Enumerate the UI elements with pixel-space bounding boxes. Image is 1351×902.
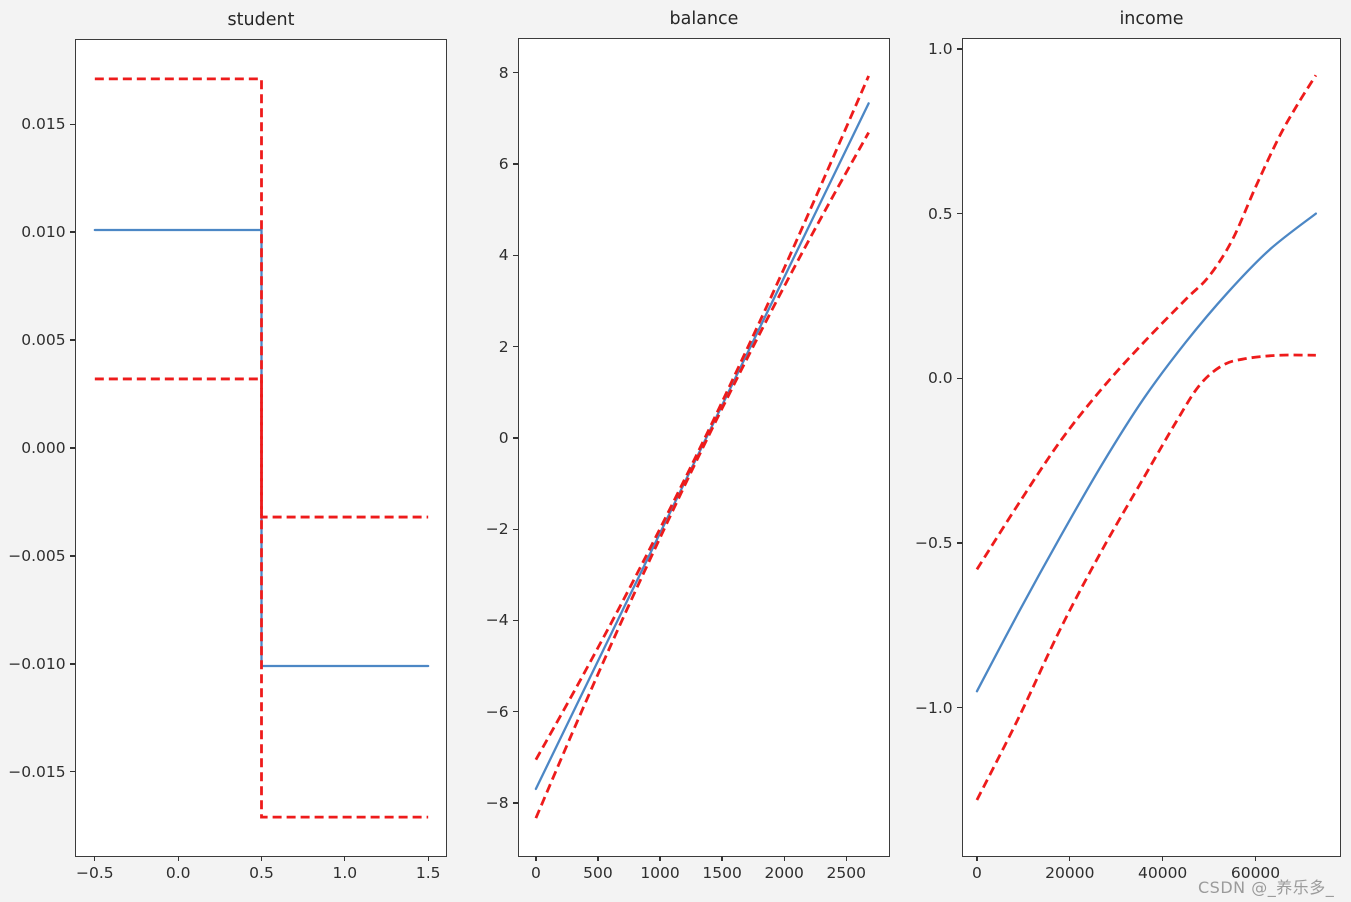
series-line-confidence-lower (534, 131, 870, 819)
y-tick-label: 0.010 (21, 223, 66, 242)
plot-canvas-student (93, 77, 430, 819)
y-tick-label: −6 (485, 702, 509, 721)
y-tick-label: −0.010 (8, 654, 66, 673)
y-tick-mark (512, 619, 518, 622)
y-tick-label: −0.015 (8, 762, 66, 781)
y-tick-mark (956, 707, 962, 709)
y-tick-mark (512, 528, 518, 530)
series-line-confidence-upper (975, 74, 1318, 571)
y-tick-label: 2 (498, 337, 509, 356)
y-tick-label: 8 (498, 63, 509, 82)
x-tick-label: 40000 (1137, 864, 1188, 882)
x-tick-mark (427, 856, 429, 861)
y-tick-label: 0.005 (21, 331, 66, 350)
plot-title-balance: balance (669, 9, 739, 29)
x-tick-mark (659, 856, 661, 861)
x-tick-mark (260, 856, 263, 861)
x-tick-label: 20000 (1045, 864, 1095, 882)
series-line-confidence-upper (94, 77, 429, 519)
plot-title-income: income (1119, 9, 1184, 29)
axes-balance: balance 0 500 1000 1500 2000 2500 8 6 4 2 0 −2 −4 −6 −… (486, 9, 890, 882)
y-tick-mark (69, 663, 75, 665)
y-tick-mark (512, 254, 518, 256)
x-tick-mark (976, 856, 978, 861)
x-tick-label: 2000 (764, 864, 804, 882)
y-tick-mark (512, 72, 518, 74)
series-line-confidence-upper (534, 75, 870, 761)
x-tick-label: 60000 (1230, 864, 1281, 882)
series-line-confidence-lower (94, 377, 429, 819)
y-tick-label: −0.005 (8, 546, 66, 565)
y-tick-label: −2 (485, 520, 509, 539)
y-tick-label: 0.000 (21, 439, 66, 457)
x-tick-label: 500 (583, 864, 613, 882)
y-tick-label: −1.0 (914, 698, 953, 717)
y-tick-label: 1.0 (927, 39, 953, 58)
y-tick-mark (512, 163, 518, 165)
y-tick-label: 6 (498, 155, 509, 174)
plot-title-student: student (227, 10, 295, 30)
y-tick-label: −8 (485, 794, 509, 813)
x-tick-label: 1000 (640, 864, 680, 882)
x-tick-mark (845, 856, 847, 861)
x-tick-mark (721, 856, 723, 861)
x-tick-mark (1161, 856, 1164, 861)
series-line-partial-dependence (975, 212, 1318, 693)
x-tick-mark (177, 856, 179, 861)
y-tick-mark (956, 542, 962, 544)
y-tick-label: −4 (485, 611, 509, 630)
x-tick-mark (535, 856, 537, 861)
y-tick-mark (69, 339, 75, 341)
x-tick-mark (344, 856, 346, 861)
x-tick-mark (94, 856, 96, 861)
x-tick-label: 0 (972, 864, 982, 882)
y-tick-mark (512, 437, 518, 439)
x-tick-label: 2500 (826, 864, 866, 882)
y-tick-label: 0 (498, 428, 509, 447)
plot-canvas-income (975, 74, 1318, 801)
y-tick-mark (512, 345, 518, 348)
x-tick-label: 1500 (702, 864, 742, 882)
y-tick-label: 0.0 (927, 369, 953, 388)
plot-canvas-balance (534, 75, 870, 819)
x-tick-mark (1254, 856, 1257, 861)
x-tick-mark (1069, 856, 1071, 861)
y-tick-label: 0.5 (927, 204, 953, 223)
y-tick-mark (69, 555, 75, 557)
y-tick-label: 0.015 (21, 115, 66, 134)
y-tick-mark (956, 377, 962, 379)
y-tick-label: 4 (498, 246, 509, 265)
x-tick-mark (783, 856, 785, 861)
x-tick-label: 1.5 (415, 864, 441, 882)
y-tick-label: −0.5 (914, 534, 953, 553)
x-tick-label: 0 (530, 864, 541, 882)
y-tick-mark (69, 231, 75, 233)
y-tick-mark (69, 447, 75, 449)
y-tick-mark (69, 771, 75, 773)
watermark: CSDN @_养乐多_ (1198, 878, 1335, 897)
x-tick-label: 0.5 (249, 864, 274, 882)
x-tick-label: −0.5 (76, 864, 114, 882)
y-tick-mark (512, 711, 518, 713)
axes-income: income 0 20000 40000 60000 1.0 0.5 0.0 −0.5 −1.0 (915, 9, 1341, 882)
x-tick-label: 1.0 (332, 864, 358, 882)
axes-student: student −0.5 0.0 0.5 1.0 1.5 0.015 0.010 0.005 0… (8, 10, 447, 882)
y-tick-mark (956, 48, 962, 50)
y-tick-mark (69, 123, 75, 125)
series-line-confidence-lower (975, 353, 1316, 801)
x-tick-label: 0.0 (165, 864, 191, 882)
x-tick-mark (597, 856, 599, 861)
y-tick-mark (512, 802, 518, 804)
y-tick-mark (956, 212, 962, 215)
